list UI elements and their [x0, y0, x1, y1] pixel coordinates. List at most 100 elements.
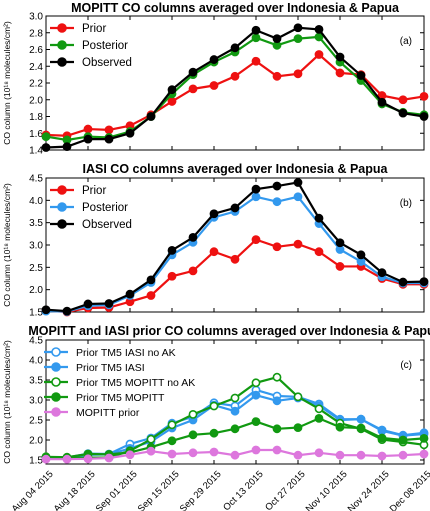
- data-point: [272, 242, 282, 252]
- data-point: [41, 305, 51, 315]
- data-point: [209, 447, 219, 457]
- data-point: [251, 378, 261, 388]
- data-point: [377, 433, 387, 443]
- panel-c: MOPITT and IASI prior CO columns average…: [2, 324, 430, 467]
- legend-marker: [51, 377, 61, 387]
- data-point: [419, 433, 429, 443]
- data-point: [146, 446, 156, 456]
- legend-label: MOPITT prior: [76, 407, 140, 419]
- data-point: [272, 396, 282, 406]
- data-point: [167, 420, 177, 430]
- data-point: [251, 56, 261, 66]
- legend-label: Prior TM5 IASI: [76, 362, 145, 374]
- panel-title: MOPITT and IASI prior CO columns average…: [28, 324, 430, 338]
- y-tick-label: 2.4: [29, 62, 43, 73]
- y-tick-label: 2.5: [29, 263, 43, 274]
- y-tick-label: 2.6: [29, 45, 43, 56]
- data-point: [272, 34, 282, 44]
- x-tick-label: Aug 18 2015: [52, 469, 98, 511]
- data-point: [230, 43, 240, 53]
- legend-marker: [51, 407, 61, 417]
- x-tick-label: Sep 29 2015: [178, 469, 224, 511]
- legend-label: Posterior: [82, 40, 128, 52]
- data-point: [167, 436, 177, 446]
- x-tick-label: Sep 15 2015: [136, 469, 182, 511]
- legend-label: Observed: [82, 57, 132, 69]
- data-point: [293, 192, 303, 202]
- data-point: [251, 417, 261, 426]
- data-point: [167, 271, 177, 281]
- data-point: [188, 409, 198, 419]
- data-point: [335, 262, 345, 271]
- data-point: [230, 254, 240, 264]
- y-tick-label: 3.5: [29, 376, 43, 387]
- legend-marker: [57, 202, 67, 212]
- data-point: [83, 134, 93, 144]
- data-point: [146, 434, 156, 444]
- x-tick-label: Oct 27 2015: [263, 469, 307, 511]
- data-point: [251, 33, 261, 43]
- data-point: [398, 435, 408, 445]
- data-point: [146, 112, 156, 121]
- y-tick-label: 2.8: [29, 28, 43, 39]
- legend-label: Prior TM5 IASI no AK: [76, 347, 176, 359]
- y-tick-label: 3.5: [29, 218, 43, 229]
- legend-marker: [51, 392, 61, 402]
- panel-title: MOPITT CO columns averaged over Indonesi…: [71, 1, 400, 15]
- data-point: [188, 448, 198, 458]
- legend-marker: [51, 362, 61, 372]
- data-point: [335, 238, 345, 248]
- data-point: [356, 250, 366, 260]
- data-point: [83, 124, 93, 134]
- data-point: [356, 71, 366, 80]
- y-tick-label: 3.0: [29, 241, 43, 252]
- series-line: [45, 238, 424, 314]
- data-point: [146, 291, 156, 300]
- data-point: [188, 233, 198, 242]
- data-point: [41, 143, 51, 152]
- y-axis-label: CO column (10¹⁸ molecules/cm²): [2, 340, 12, 464]
- y-tick-label: 1.4: [29, 146, 43, 157]
- data-point: [209, 209, 219, 219]
- legend-label: Posterior: [82, 202, 128, 214]
- y-tick-label: 2.0: [29, 436, 43, 447]
- data-point: [314, 448, 324, 458]
- data-point: [398, 450, 408, 460]
- data-point: [335, 422, 345, 432]
- legend-marker: [57, 23, 67, 33]
- data-point: [251, 235, 261, 245]
- data-point: [83, 299, 93, 309]
- data-point: [251, 390, 261, 400]
- panel-label: (b): [400, 198, 412, 209]
- data-point: [230, 393, 240, 403]
- data-point: [167, 245, 177, 255]
- data-point: [167, 85, 177, 95]
- y-tick-label: 4.5: [29, 174, 43, 185]
- legend-marker: [51, 347, 61, 357]
- data-point: [377, 426, 387, 436]
- data-point: [209, 55, 219, 64]
- data-point: [314, 413, 324, 423]
- y-tick-label: 1.8: [29, 112, 43, 123]
- data-point: [272, 424, 282, 434]
- data-point: [251, 25, 261, 35]
- data-point: [293, 450, 303, 460]
- data-point: [230, 406, 240, 416]
- data-point: [272, 445, 282, 455]
- data-point: [377, 268, 387, 278]
- data-point: [188, 67, 198, 77]
- panel-label: (c): [400, 360, 412, 371]
- data-point: [62, 306, 72, 316]
- data-point: [314, 24, 324, 34]
- panel-label: (a): [400, 36, 412, 47]
- y-tick-label: 4.0: [29, 356, 43, 367]
- y-tick-label: 2.0: [29, 95, 43, 106]
- data-point: [398, 277, 408, 287]
- y-tick-label: 4.5: [29, 336, 43, 347]
- y-axis-label: CO column (10¹⁸ molecules/cm²): [2, 21, 12, 145]
- data-point: [209, 247, 219, 257]
- data-point: [209, 81, 219, 90]
- data-point: [209, 401, 219, 411]
- data-point: [293, 23, 303, 33]
